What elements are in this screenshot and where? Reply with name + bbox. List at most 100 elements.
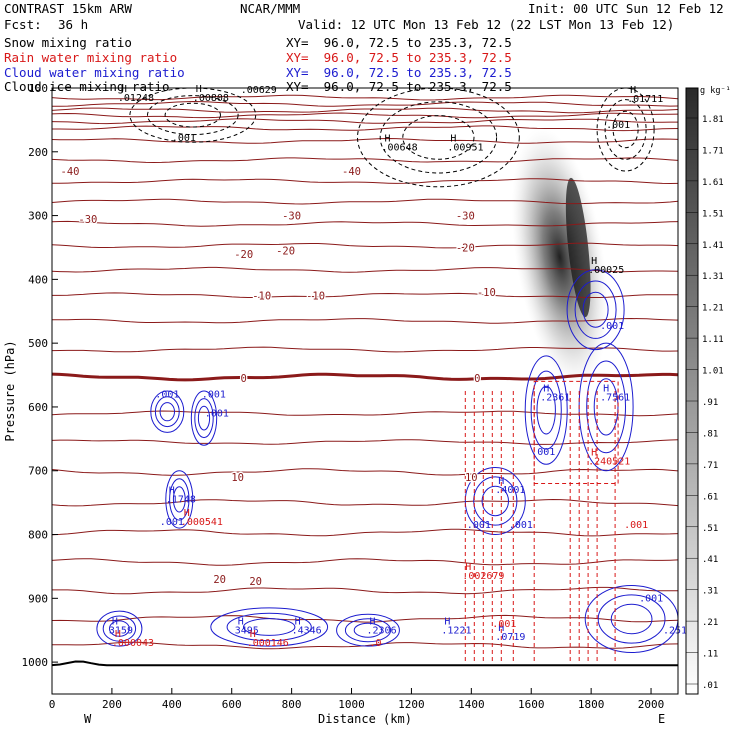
x-tick-label: 2000 [638,698,665,711]
cloud-water-label-high-marker: H [295,616,301,627]
isotherm-line [52,439,678,445]
cloud-water-contour [582,291,609,328]
colorbar-level-label: .31 [702,587,718,597]
colorbar-level-label: .01 [702,681,718,691]
x-end-label-east: E [658,712,665,726]
colorbar-level-label: 1.31 [702,272,724,282]
cloud-water-label-high-marker: H [370,616,376,627]
ice-label-high-marker: H [121,84,127,95]
cloud-water-contour [109,620,130,637]
isotherm-line [52,242,678,249]
field-name-rain: Rain water mixing ratio [4,50,178,65]
cloud-water-contour [344,618,392,643]
isotherm-line [52,346,678,353]
rain-label: .000043 [112,638,154,649]
rain-label: .240521 [588,456,630,467]
temperature-label: -40 [342,166,361,178]
ice-label: .00629 [241,85,277,96]
snow-plume-core [565,177,591,318]
colorbar-level-label: 1.61 [702,178,724,188]
temperature-label: -40 [61,166,80,178]
colorbar-level-label: 1.01 [702,367,724,377]
y-top-label: 100 [28,82,48,95]
cloud-water-label-high-marker: H [444,616,450,627]
freezing-level-line [52,372,678,382]
x-tick-label: 1200 [398,698,425,711]
cloud-water-contour [530,370,562,450]
isotherm-line [52,178,678,185]
field-xy-rain: XY= 96.0, 72.5 to 235.3, 72.5 [286,50,512,65]
x-tick-label: 1600 [518,698,545,711]
y-tick-label: 900 [28,592,48,605]
cloud-water-label: .0719 [495,632,525,643]
ice-contour [596,88,655,172]
rain-label-high-marker: H [184,508,190,519]
cloud-water-contour [243,618,296,636]
cloud-water-contour [473,476,518,526]
temperature-label: -30 [456,211,475,223]
cloud-water-contour [154,396,180,428]
rain-label: .002679 [462,571,504,582]
cloud-water-label: .001 [639,594,663,605]
y-tick-label: 400 [28,273,48,286]
colorbar-level-label: .51 [702,524,718,534]
cloud-water-label-high-marker: H [498,623,504,634]
temperature-label: 10 [231,472,244,484]
x-tick-label: 600 [222,698,242,711]
cloud-water-label: .001 [531,447,555,458]
cloud-water-contour [194,398,214,439]
y-tick-label: 200 [28,146,48,159]
cloud-water-label: .001 [467,520,491,531]
model-title: CONTRAST 15km ARW [4,1,132,16]
rain-label: .000541 [181,517,223,528]
temperature-label: -10 [477,287,496,299]
forecast-hour: 36 h [58,17,89,32]
y-axis-title: Pressure (hPa) [3,340,17,441]
isotherm-line [52,112,678,119]
contour-labels: -40 -40 -30 -30 -30 -20 -20 -20 -10 -10 -10 0 0 10 10 2… [59,84,687,649]
ice-label: .001 [172,133,196,144]
cloud-water-contour [566,269,625,351]
temperature-label: 0 [241,373,247,385]
cloud-water-label: .1221 [441,625,471,636]
colorbar-level-label: .11 [702,650,718,660]
cloud-water-label: .001 [509,520,533,531]
cloud-water-contour [190,390,218,446]
ice-label: .01248 [118,93,154,104]
cloud-water-label: .1748 [166,495,196,506]
rain-label: .000146 [247,638,289,649]
cloud-water-label-high-marker: H [603,384,609,395]
ice-contour [357,88,520,188]
cloud-water-contour [536,385,556,435]
ice-label: .001 [606,120,630,131]
cloud-water-label: .2361 [540,393,570,404]
cloud-water-contour [226,612,312,642]
isotherm-line [52,266,678,273]
cloud-water-contour [197,405,211,431]
cloud-water-contour [172,486,186,513]
isotherm-line [52,410,678,417]
colorbar-level-label: 1.71 [702,146,724,156]
rain-contour-box [533,380,619,484]
ice-label: .00648 [382,143,418,154]
y-tick-label: 300 [28,210,48,223]
rain-label-high-marker: H [250,629,256,640]
ice-contour [164,102,222,128]
isotherm-line [52,125,678,132]
ice-label-high-marker: H [385,134,391,145]
cloud-water-label: .251 [663,625,687,636]
rain-label-high-marker: H [465,562,471,573]
colorbar: 1.81 1.71 1.61 1.51 1.41 1.31 1.21 1.11 1.01 .91.… [685,86,731,695]
ice-contour [147,95,239,136]
rain-label: .0 [370,638,382,649]
x-tick-label: 200 [102,698,122,711]
temperature-label: 20 [249,576,262,588]
ice-contour [129,88,257,143]
rain-label: .001 [624,520,648,531]
colorbar-strip [685,87,699,695]
field-xy-snow: XY= 96.0, 72.5 to 235.3, 72.5 [286,35,512,50]
x-tick-label: 1800 [578,698,605,711]
x-tick-label: 800 [282,698,302,711]
ice-label: .01711 [627,94,663,105]
cloud-water-label: .001 [600,321,624,332]
